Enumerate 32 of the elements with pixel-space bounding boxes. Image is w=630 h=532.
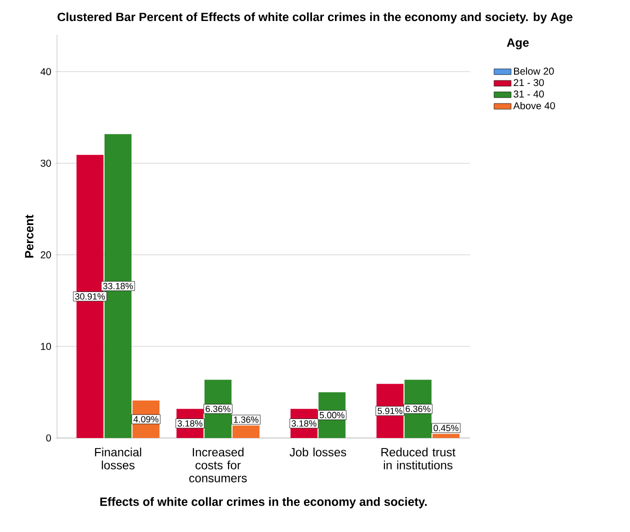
x-tick-label: Job losses: [290, 448, 346, 456]
data-label: 30.91%: [75, 293, 105, 300]
data-label: 5.91%: [378, 408, 402, 414]
x-tick-label: Financial losses: [95, 448, 142, 470]
data-label: 6.36%: [206, 406, 230, 412]
legend-label: 21 - 30: [514, 79, 544, 86]
data-label: 0.45%: [434, 424, 458, 432]
legend-title: Age: [506, 38, 529, 50]
y-tick-label: 10: [41, 342, 51, 350]
y-tick-label: 0: [46, 434, 51, 442]
x-tick-label: Reduced trust in institutions: [381, 448, 456, 470]
bar: [104, 134, 132, 438]
bar: [232, 426, 260, 438]
y-tick-label: 40: [40, 68, 51, 76]
bar: [432, 434, 460, 438]
chart-title: Clustered Bar Percent of Effects of white collar crimes in the economy and society. by Age: [58, 12, 572, 24]
data-label: 5.00%: [320, 412, 344, 418]
legend-label: Below 20: [514, 67, 554, 75]
y-tick-label: 30: [40, 160, 51, 167]
x-axis-title: Effects of white collar crimes in the economy and society.: [100, 497, 427, 508]
data-label: 3.18%: [292, 420, 316, 427]
y-tick-label: 20: [40, 251, 51, 258]
legend-label: 31 - 40: [514, 90, 544, 98]
legend-label: Above 40: [513, 102, 555, 110]
data-label: 6.36%: [406, 406, 430, 412]
bar: [76, 154, 104, 438]
data-label: 4.09%: [133, 416, 158, 422]
data-label: 3.18%: [178, 420, 202, 427]
data-label: 1.36%: [234, 416, 258, 423]
y-axis-title: Percent: [25, 214, 34, 258]
x-tick-label: Increased costs for consumers: [189, 448, 247, 482]
data-label: 33.18%: [103, 282, 133, 290]
